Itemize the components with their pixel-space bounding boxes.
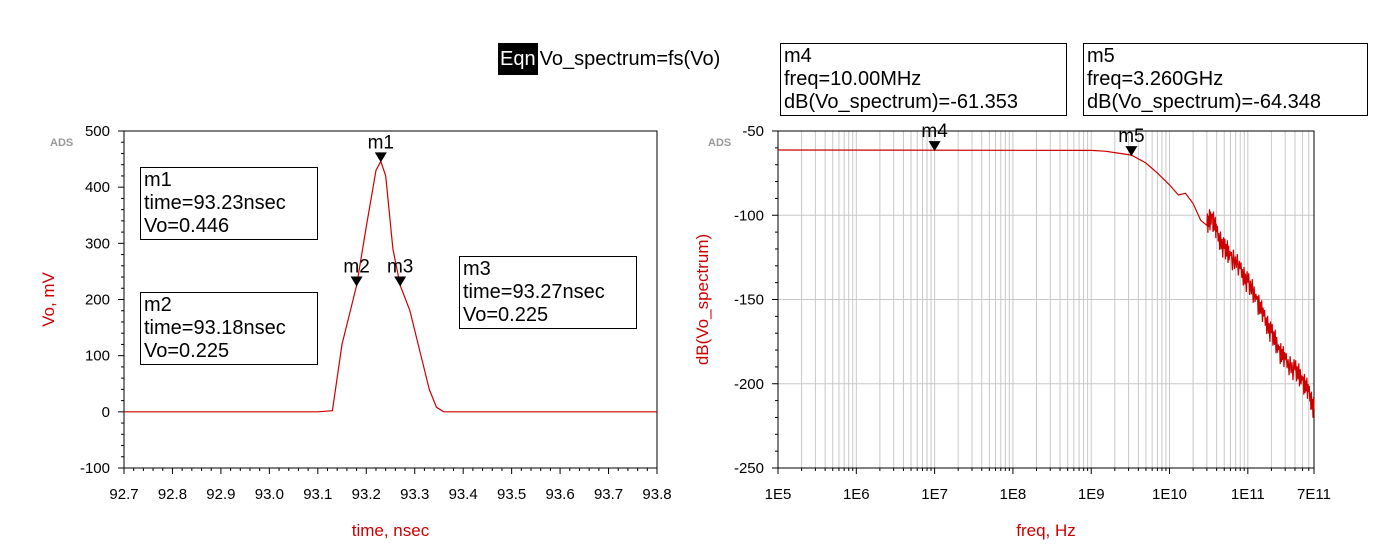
marker-label-m4: m4 — [921, 121, 948, 142]
marker-label-m2: m2 — [343, 256, 369, 277]
marker-box-m4-line-2: freq=10.00MHz — [784, 68, 922, 90]
marker-box-m5-line-3: dB(Vo_spectrum)=-64.348 — [1087, 91, 1322, 113]
marker-box-m3-line-1: m3 — [463, 258, 491, 280]
x-tick-label: 93.4 — [449, 486, 478, 503]
ads-tag: ADS — [708, 137, 731, 149]
x-tick-label: 1E5 — [765, 486, 792, 503]
y-axis-label: Vo, mV — [39, 271, 58, 326]
marker-box-m3-line-3: Vo=0.225 — [463, 304, 549, 326]
marker-box-m1-line-2: time=93.23nsec — [144, 192, 286, 214]
series-line — [777, 149, 1315, 418]
x-tick-label: 93.8 — [642, 486, 671, 503]
marker-box-m1: m1 time=93.23nsec Vo=0.446 — [140, 167, 318, 240]
marker-triangle-m5 — [1125, 146, 1138, 157]
y-axis-label: dB(Vo_spectrum) — [693, 234, 712, 365]
marker-box-m5-line-2: freq=3.260GHz — [1087, 68, 1224, 90]
equation-block: Eqn Vo_spectrum=fs(Vo) — [498, 42, 720, 76]
x-tick-label: 92.7 — [109, 486, 138, 503]
y-tick-label: -200 — [734, 376, 764, 393]
x-tick-label: 92.9 — [206, 486, 235, 503]
marker-triangle-m3 — [394, 276, 407, 287]
time-domain-chart: ADS 92.7 92.8 92.9 93.0 93.1 93.2 93.3 93.4 93.5 9… — [39, 123, 672, 540]
y-tick-label: 200 — [85, 292, 110, 309]
x-tick-label: 1E8 — [1000, 486, 1027, 503]
x-tick-label: 93.1 — [303, 486, 332, 503]
ads-tag: ADS — [50, 137, 73, 149]
marker-triangle-m2 — [350, 276, 363, 287]
marker-box-m2-line-2: time=93.18nsec — [144, 317, 286, 339]
marker-box-m3: m3 time=93.27nsec Vo=0.225 — [459, 256, 637, 329]
y-tick-label: 0 — [102, 404, 110, 421]
marker-box-m5: m5 freq=3.260GHz dB(Vo_spectrum)=-64.348 — [1083, 43, 1368, 116]
x-tick-label: 1E7 — [921, 486, 948, 503]
marker-box-m1-line-3: Vo=0.446 — [144, 215, 230, 237]
marker-box-m4-line-3: dB(Vo_spectrum)=-61.353 — [784, 91, 1019, 113]
x-tick-label: 1E11 — [1231, 486, 1265, 503]
marker-label-m5: m5 — [1118, 126, 1144, 147]
marker-box-m4-line-1: m4 — [784, 45, 812, 67]
x-tick-label: 7E11 — [1297, 486, 1331, 503]
marker-triangle-m1 — [374, 152, 387, 163]
spectrum-chart: ADS 1E5 1E6 1E7 1E8 1E9 1E10 1E11 7E11 -50 -100 -15… — [693, 121, 1331, 540]
marker-box-m5-line-1: m5 — [1087, 45, 1115, 67]
marker-box-m3-line-2: time=93.27nsec — [463, 281, 605, 303]
x-tick-label: 93.6 — [545, 486, 574, 503]
marker-triangle-m4 — [928, 141, 941, 152]
marker-box-m1-line-1: m1 — [144, 169, 172, 191]
x-tick-label: 93.3 — [400, 486, 429, 503]
y-tick-label: -50 — [742, 123, 764, 140]
x-tick-label: 1E10 — [1152, 486, 1187, 503]
y-tick-label: -100 — [80, 460, 110, 477]
x-axis-label: time, nsec — [352, 521, 430, 540]
equation-text: Vo_spectrum=fs(Vo) — [539, 47, 721, 70]
y-tick-label: 400 — [85, 179, 110, 196]
marker-label-m3: m3 — [387, 256, 413, 277]
x-tick-label: 93.7 — [594, 486, 623, 503]
y-tick-label: -250 — [734, 460, 764, 477]
y-tick-label: 300 — [85, 235, 110, 252]
x-axis-label: freq, Hz — [1016, 521, 1076, 540]
marker-box-m4: m4 freq=10.00MHz dB(Vo_spectrum)=-61.353 — [780, 43, 1067, 116]
y-tick-label: -150 — [734, 292, 764, 309]
marker-box-m2-line-3: Vo=0.225 — [144, 340, 230, 362]
eqn-badge: Eqn — [498, 43, 538, 75]
x-tick-label: 93.0 — [255, 486, 284, 503]
x-tick-label: 1E9 — [1078, 486, 1105, 503]
x-tick-label: 92.8 — [158, 486, 187, 503]
x-tick-label: 1E6 — [843, 486, 870, 503]
marker-box-m2-line-1: m2 — [144, 294, 172, 316]
marker-label-m1: m1 — [368, 132, 394, 153]
y-tick-label: 500 — [85, 123, 110, 140]
series-line — [124, 159, 657, 413]
y-tick-label: 100 — [85, 348, 110, 365]
y-tick-label: -100 — [734, 207, 764, 224]
x-tick-label: 93.5 — [497, 486, 526, 503]
x-tick-label: 93.2 — [352, 486, 381, 503]
marker-box-m2: m2 time=93.18nsec Vo=0.225 — [140, 292, 318, 365]
